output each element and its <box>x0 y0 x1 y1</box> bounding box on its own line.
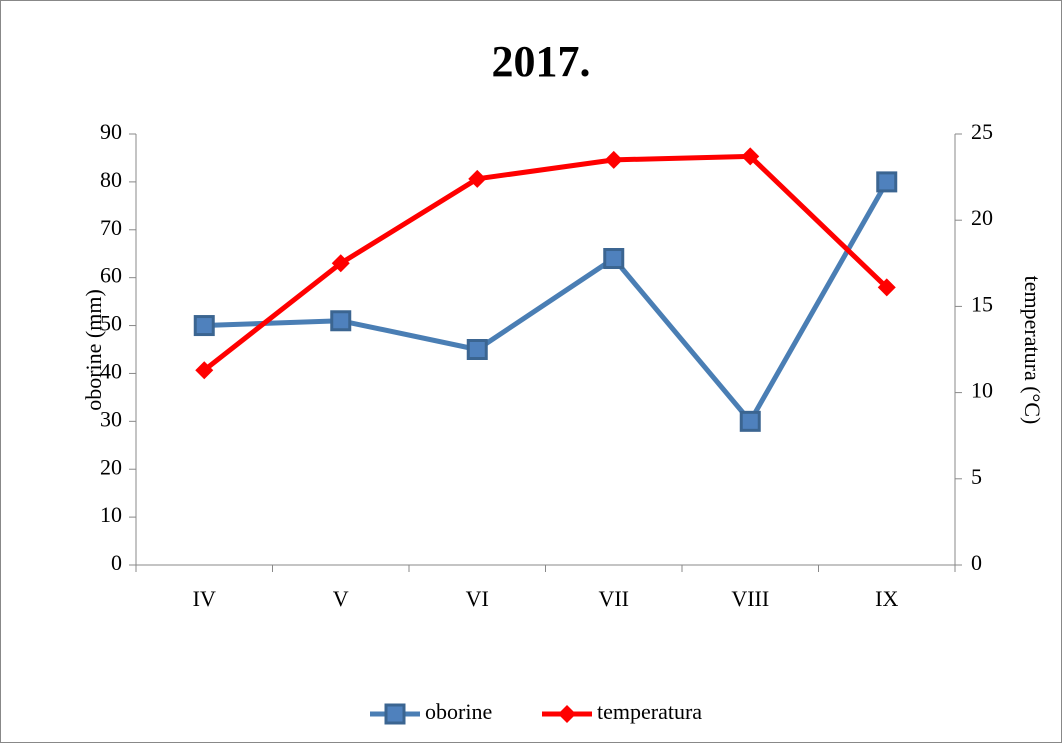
y-tick-label: 90 <box>100 119 122 144</box>
marker <box>741 147 760 166</box>
marker <box>195 361 214 380</box>
y-tick-label: 50 <box>100 311 122 336</box>
y-tick-label: 0 <box>111 550 122 575</box>
series-line <box>202 153 889 373</box>
legend-marker <box>558 705 576 723</box>
series-line <box>204 180 889 424</box>
marker <box>877 278 896 297</box>
x-tick-label: VII <box>598 586 629 611</box>
marker <box>603 248 625 270</box>
x-tick-label: IX <box>875 586 898 611</box>
x-tick-label: IV <box>193 586 216 611</box>
marker <box>739 410 761 432</box>
y-tick-label: 40 <box>100 358 122 383</box>
y2-axis-label: temperatura (°C) <box>1020 276 1045 425</box>
y-tick-label: 70 <box>100 215 122 240</box>
marker <box>330 310 352 332</box>
y-tick-label: 60 <box>100 263 122 288</box>
y-tick-label: 80 <box>100 167 122 192</box>
legend-marker <box>384 703 406 725</box>
legend-label: oborine <box>425 699 492 724</box>
y2-tick-label: 15 <box>971 291 993 316</box>
legend-label: temperatura <box>597 699 702 724</box>
y-axis-label: oborine (mm) <box>81 289 106 411</box>
y2-tick-label: 25 <box>971 119 993 144</box>
marker <box>468 169 487 188</box>
x-tick-label: VIII <box>731 586 769 611</box>
marker <box>331 254 350 273</box>
marker <box>466 339 488 360</box>
x-tick-label: VI <box>466 586 489 611</box>
y2-tick-label: 0 <box>971 550 982 575</box>
y-tick-label: 30 <box>100 406 122 431</box>
marker <box>876 171 898 193</box>
chart-title: 2017. <box>492 37 591 86</box>
y-tick-label: 20 <box>100 454 122 479</box>
y-tick-label: 10 <box>100 502 122 527</box>
marker <box>193 315 215 337</box>
marker <box>604 150 623 169</box>
y2-tick-label: 5 <box>971 464 982 489</box>
y2-tick-label: 10 <box>971 378 993 403</box>
y2-tick-label: 20 <box>971 205 993 230</box>
x-tick-label: V <box>333 586 349 611</box>
